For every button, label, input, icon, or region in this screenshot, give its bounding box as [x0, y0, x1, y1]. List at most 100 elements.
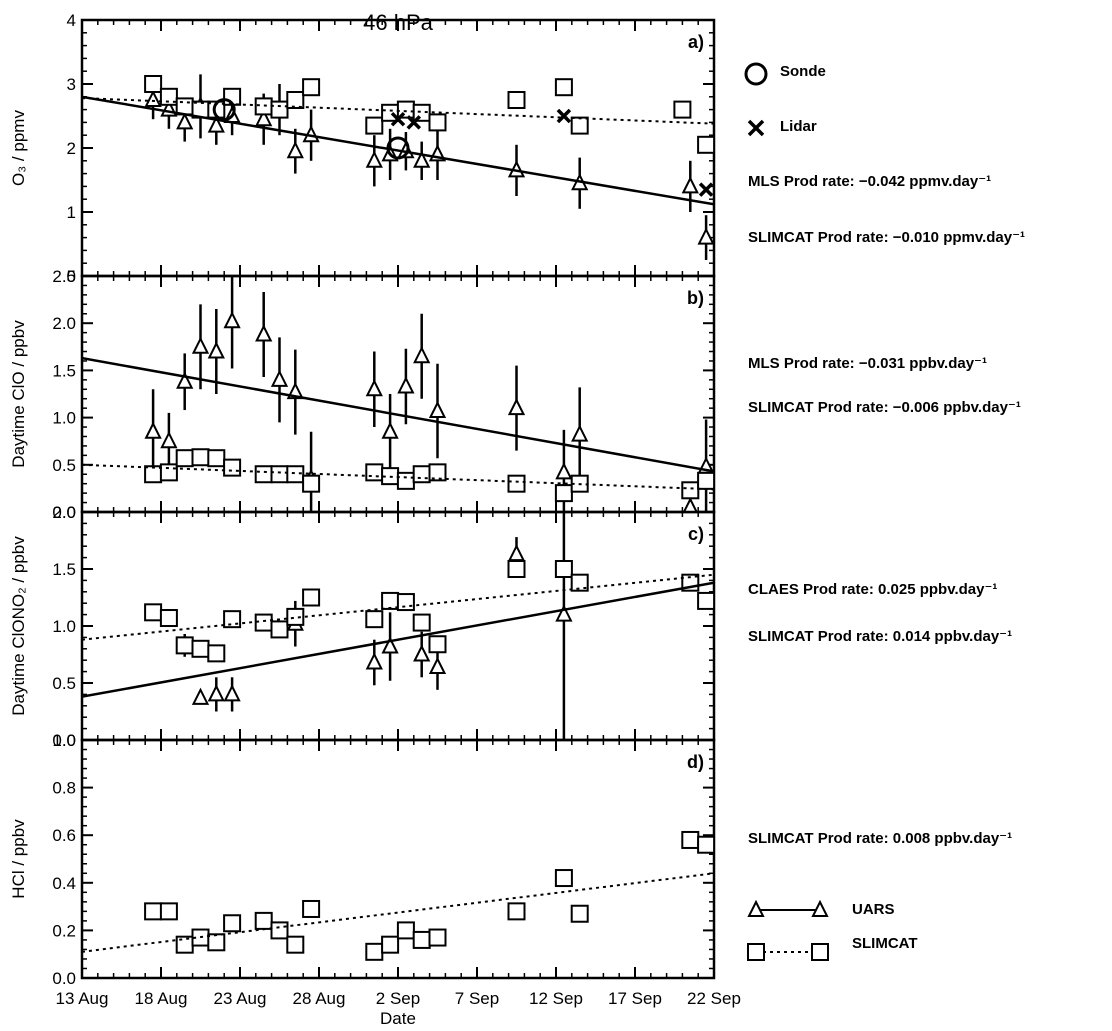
panel-frame [80, 18, 716, 278]
uars-point [286, 140, 304, 159]
slimcat-point [396, 593, 415, 612]
y-tick-label: 0.6 [52, 826, 76, 845]
y-tick-label: 1.5 [52, 560, 76, 579]
slimcat-point [570, 904, 589, 923]
slimcat-point [223, 458, 242, 477]
panel-label: d) [687, 752, 704, 772]
x-tick-label: 28 Aug [293, 989, 346, 1008]
slimcat-point [554, 78, 573, 97]
slimcat-point [159, 609, 178, 628]
legend-slimcat-label: SLIMCAT [852, 935, 918, 952]
y-tick-label: 2.0 [52, 503, 76, 522]
uars-point [223, 311, 241, 329]
y-tick-label: 0.2 [52, 921, 76, 940]
y-tick-label: 1.0 [52, 617, 76, 636]
uars-point [223, 684, 241, 702]
measured-trend-line [82, 356, 714, 473]
panel-data [82, 512, 714, 740]
uars-point [160, 430, 178, 449]
slimcat-point [223, 610, 242, 629]
slimcat-point [286, 935, 305, 954]
y-axis-label: HCl / ppbv [9, 819, 28, 899]
slimcat-point [270, 100, 289, 119]
slimcat-point [681, 830, 700, 849]
uars-point [555, 462, 573, 480]
panel-label: c) [688, 524, 704, 544]
production-rate-text: MLS Prod rate: −0.031 ppbv.day⁻¹ [748, 355, 987, 372]
production-rate-text: CLAES Prod rate: 0.025 ppbv.day⁻¹ [748, 581, 997, 598]
slimcat-point [144, 902, 163, 921]
slimcat-point [396, 921, 415, 940]
x-tick-label: 18 Aug [135, 989, 188, 1008]
legend-sonde-label: Sonde [780, 63, 826, 80]
slimcat-point [396, 471, 415, 490]
uars-point [571, 424, 589, 442]
lidar-point [556, 108, 572, 124]
x-tick-label: 22 Sep [687, 989, 741, 1008]
x-tick-label: 13 Aug [56, 989, 109, 1008]
uars-point [413, 346, 431, 364]
slimcat-trend-line [82, 463, 714, 491]
slimcat-point [175, 97, 194, 116]
legend: Sonde Lidar UARS SLIMCAT [744, 62, 918, 961]
uars-point [144, 89, 162, 107]
uars-point [255, 324, 273, 342]
slimcat-point [365, 463, 384, 482]
x-tick-label: 12 Sep [529, 989, 583, 1008]
x-tick-label: 23 Aug [214, 989, 267, 1008]
uars-point [176, 371, 194, 389]
y-tick-label: 3 [67, 75, 76, 94]
slimcat-point [270, 620, 289, 639]
lidar-point [390, 111, 406, 127]
uars-point [176, 112, 194, 130]
lidar-point [406, 115, 422, 130]
slimcat-trend-line [82, 573, 714, 641]
slimcat-point [554, 484, 573, 503]
uars-point [365, 652, 383, 670]
slimcat-point [697, 135, 714, 154]
slimcat-point [207, 933, 226, 952]
slimcat-point [254, 613, 273, 632]
uars-point [207, 115, 225, 133]
slimcat-point [554, 560, 573, 578]
slimcat-point [159, 87, 178, 106]
panel-data [82, 276, 714, 512]
uars-point [507, 397, 526, 416]
slimcat-point [191, 639, 210, 658]
panel-d: 0.0 0.2 0.4 0.6 0.8 1.0 HCl / ppbv d) [9, 731, 716, 988]
y-tick-label: 0.0 [52, 969, 76, 988]
y-tick-label: 0.5 [52, 674, 76, 693]
slimcat-point [365, 942, 384, 961]
slimcat-point [302, 78, 321, 97]
uars-point [144, 421, 162, 439]
x-tick-label: 17 Sep [608, 989, 662, 1008]
slimcat-point [207, 449, 226, 468]
y-tick-label: 0.4 [52, 874, 76, 893]
slimcat-point [254, 97, 273, 116]
slimcat-point [673, 100, 692, 119]
uars-point [207, 684, 225, 702]
x-axis: 13 Aug 18 Aug 23 Aug 28 Aug 2 Sep 7 Sep 12 Sep… [56, 989, 741, 1008]
slimcat-point [554, 869, 573, 888]
panel-label: b) [687, 288, 704, 308]
y-axis-label: Daytime ClO / ppbv [9, 320, 28, 468]
y-tick-label: 1 [67, 203, 76, 222]
uars-point [413, 644, 431, 662]
slimcat-point [270, 921, 289, 940]
uars-point [681, 176, 699, 194]
legend-uars-marker [811, 899, 829, 917]
slimcat-point [507, 902, 526, 921]
production-rate-text: SLIMCAT Prod rate: −0.010 ppmv.day⁻¹ [748, 229, 1025, 246]
y-axis-label: O₃ / ppmv [9, 110, 28, 186]
y-tick-label: 2 [67, 139, 76, 158]
slimcat-point [570, 573, 589, 592]
x-tick-label: 2 Sep [376, 989, 420, 1008]
y-tick-label: 0.5 [52, 456, 76, 475]
slimcat-point [144, 603, 163, 622]
uars-point [555, 604, 573, 622]
slimcat-trend-line [82, 872, 714, 953]
slimcat-point [365, 610, 384, 629]
slimcat-point [302, 899, 321, 918]
uars-point [413, 150, 431, 168]
